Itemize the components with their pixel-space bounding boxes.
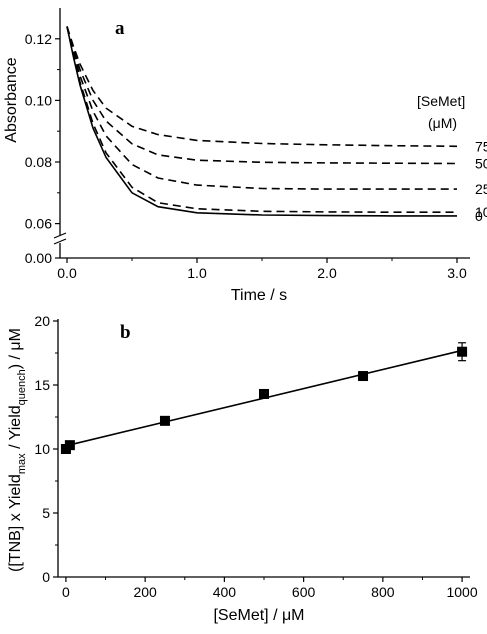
legend-title-line-1: [SeMet] xyxy=(417,93,465,109)
panel-a-y-axis-title: Absorbance xyxy=(3,57,20,142)
panel-b-points xyxy=(60,342,468,454)
data-point xyxy=(457,346,468,357)
series-line-750 xyxy=(66,26,458,148)
panel-a-series xyxy=(66,26,458,217)
data-point xyxy=(358,371,369,382)
panel-b-x-tick-label: 800 xyxy=(371,584,395,600)
panel-b-x-tick-label: 200 xyxy=(133,584,157,600)
series-line-500 xyxy=(66,26,458,165)
panel-a-x-tick-label: 0.0 xyxy=(57,265,77,281)
panel-b-y-tick-label: 15 xyxy=(34,377,50,393)
panel-a-axis-break-mark xyxy=(53,232,67,239)
panel-b-x-tick-label: 400 xyxy=(213,584,237,600)
series-label-250: 250 xyxy=(475,181,487,197)
series-label-500: 500 xyxy=(475,156,487,172)
panel-b-x-tick-label: 0 xyxy=(62,584,70,600)
panel-a-axis-break-mark xyxy=(53,238,67,245)
panel-b-y-tick-label: 10 xyxy=(34,441,50,457)
series-line-0 xyxy=(66,26,457,217)
panel-b-letter: b xyxy=(120,322,131,343)
panel-b-y-tick-label: 20 xyxy=(34,313,50,329)
panel-b: b [SeMet] / μM ([TNB] x Yieldmax / Yield… xyxy=(7,313,478,624)
series-label-0: 0 xyxy=(475,208,483,224)
series-label-750: 750 xyxy=(475,138,487,154)
panel-a: a Time / s Absorbance [SeMet] (μM) 0.060… xyxy=(3,8,487,304)
panel-a-x-axis-title: Time / s xyxy=(231,287,287,304)
legend-title-line-2: (μM) xyxy=(428,115,457,131)
panel-b-y-tick-label: 0 xyxy=(42,569,50,585)
panel-a-series-labels: 750 500 250 100 xyxy=(475,138,487,224)
data-point xyxy=(259,388,269,399)
panel-b-x-tick-label: 600 xyxy=(292,584,316,600)
data-point xyxy=(159,415,170,426)
panel-a-y-tick-label: 0.12 xyxy=(25,31,52,47)
panel-b-x-tick-label: 1000 xyxy=(446,584,477,600)
panel-b-y-tick-label: 5 xyxy=(42,505,50,521)
panel-a-x-tick-label: 1.0 xyxy=(187,265,207,281)
panel-a-y-tick-label: 0.00 xyxy=(25,250,52,266)
panel-a-x-tick-label: 3.0 xyxy=(447,265,467,281)
series-label-10: 10 xyxy=(475,204,487,220)
panel-a-y-tick-label: 0.08 xyxy=(25,154,52,170)
panel-a-x-tick-label: 2.0 xyxy=(317,265,337,281)
panel-a-y-tick-label: 0.06 xyxy=(25,216,52,232)
panel-a-y-tick-label: 0.10 xyxy=(25,92,52,108)
series-line-250 xyxy=(66,26,457,190)
data-point xyxy=(64,440,75,451)
panel-a-letter: a xyxy=(115,18,125,39)
panel-b-y-axis-title: ([TNB] x Yieldmax / Yieldquench) / μM xyxy=(7,328,28,572)
panel-b-x-axis-title: [SeMet] / μM xyxy=(213,607,304,624)
panel-a-axes: 0.06 0.08 0.10 0.12 0.00 0.0 1.0 2.0 3.0 xyxy=(25,8,470,281)
